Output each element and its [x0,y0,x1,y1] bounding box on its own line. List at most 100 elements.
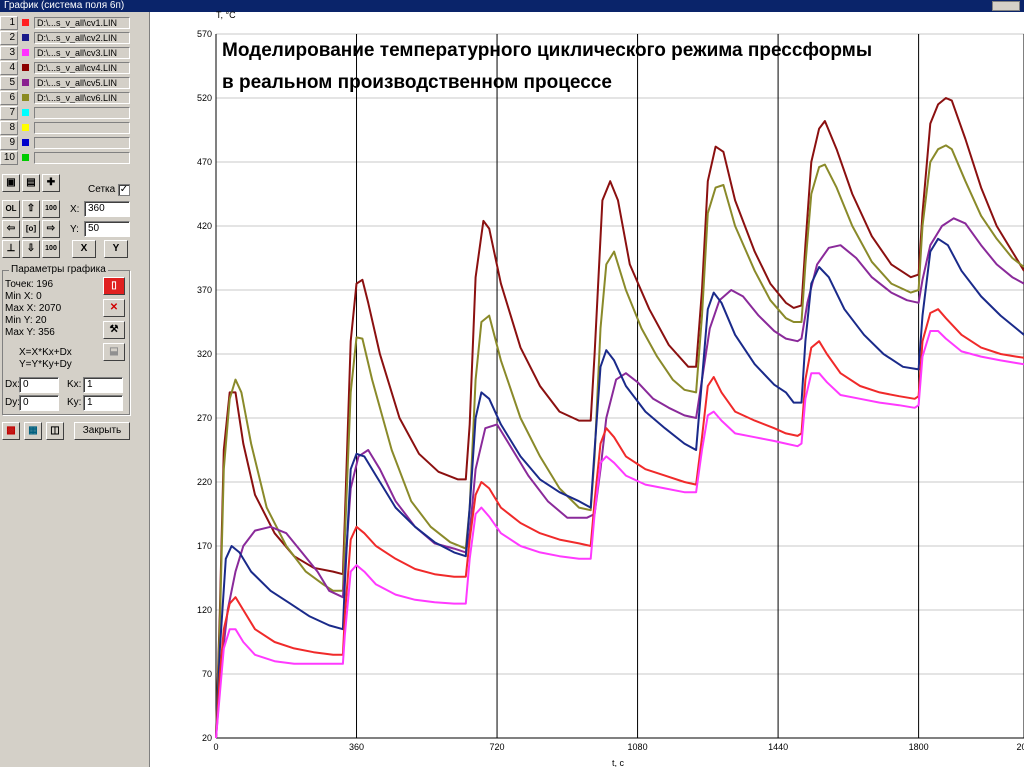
min-y: Min Y: 20 [5,315,47,326]
series-line-cv2 [215,237,1024,739]
file-row-number[interactable]: 10 [0,151,18,165]
open-icon[interactable]: ▣ [2,174,20,192]
x-axis-button[interactable]: X [72,240,96,258]
kx-label: Kx: [67,379,82,390]
series-color-swatch [22,109,29,116]
file-row-number[interactable]: 9 [0,136,18,150]
temperature-chart: 20 70 120 170 220 270 320 370 420 470 520 570 0 360 72… [197,10,1024,767]
fit-bottom-icon[interactable]: ⊥ [2,240,20,258]
save-icon[interactable]: ▤ [22,174,40,192]
ky-input[interactable]: 1 [83,395,123,411]
max-y: Max Y: 356 [5,327,55,338]
file-path [34,137,130,149]
arrow-left-icon[interactable]: ⇦ [2,220,20,238]
file-path: D:\...s_v_all\cv5.LIN [34,77,130,89]
y-tick-label: 270 [197,413,212,423]
chart-grid [216,33,1024,738]
file-row-number[interactable]: 3 [0,46,18,60]
series-color-swatch [22,19,29,26]
formula-y: Y=Y*Ky+Dy [19,359,72,370]
apply-icon[interactable]: ⬓ [103,343,125,361]
file-row[interactable]: 3 D:\...s_v_all\cv3.LIN [0,46,132,60]
y-tick-label: 570 [197,29,212,39]
y-tick-label: 520 [197,93,212,103]
max-x: Max X: 2070 [5,303,62,314]
zoom-100-button[interactable]: 100 [42,200,60,218]
y-tick-label: 470 [197,157,212,167]
file-path [34,152,130,164]
window-title-bar: График (система поля 6п) [0,0,1024,12]
series-line-cv3 [215,330,1024,739]
chart-series [215,97,1024,739]
y-tick-label: 420 [197,221,212,231]
close-button[interactable]: Закрыть [74,422,130,440]
grid-y-input[interactable]: 50 [84,221,130,237]
hammer-icon[interactable]: ⚒ [103,321,125,339]
file-row[interactable]: 4 D:\...s_v_all\cv4.LIN [0,61,132,75]
file-row[interactable]: 1 D:\...s_v_all\cv1.LIN [0,16,132,30]
arrow-right-icon[interactable]: ⇨ [42,220,60,238]
file-row[interactable]: 9 [0,136,132,150]
file-path [34,107,130,119]
x-tick-label: 360 [349,742,364,752]
center-button[interactable]: [o] [22,220,40,238]
file-path: D:\...s_v_all\cv3.LIN [34,47,130,59]
y-axis-button[interactable]: Y [104,240,128,258]
x-tick-label: 1440 [768,742,788,752]
series-color-swatch [22,124,29,131]
dx-input[interactable]: 0 [19,377,59,393]
file-row-number[interactable]: 1 [0,16,18,30]
file-row-number[interactable]: 8 [0,121,18,135]
series-color-swatch [22,79,29,86]
series-color-swatch [22,154,29,161]
y-tick-label: 320 [197,349,212,359]
file-row[interactable]: 2 D:\...s_v_all\cv2.LIN [0,31,132,45]
window-controls[interactable] [992,1,1020,11]
grid-y-label: Y: [70,224,79,235]
file-row[interactable]: 7 [0,106,132,120]
file-row-number[interactable]: 4 [0,61,18,75]
file-path: D:\...s_v_all\cv6.LIN [34,92,130,104]
y-tick-label: 220 [197,477,212,487]
copy-icon[interactable]: ◫ [46,422,64,440]
series-color-swatch [22,64,29,71]
series-line-cv6 [215,144,1024,739]
zoom-all-button[interactable]: OL [2,200,20,218]
print-icon[interactable]: ▩ [2,422,20,440]
series-color-swatch [22,34,29,41]
file-row-number[interactable]: 5 [0,76,18,90]
grid-label: Сетка [88,184,116,195]
x-tick-label: 1800 [909,742,929,752]
delete-icon[interactable]: ✕ [103,299,125,317]
zoom-100-bottom-button[interactable]: 100 [42,240,60,258]
window-title: График (система поля 6п) [4,0,125,11]
dy-input[interactable]: 0 [19,395,59,411]
grid-x-input[interactable]: 360 [84,201,130,217]
color-icon[interactable]: ▯ [103,277,125,295]
kx-input[interactable]: 1 [83,377,123,393]
x-tick-label: 1080 [628,742,648,752]
grid-x-label: X: [70,204,80,215]
file-row-number[interactable]: 6 [0,91,18,105]
arrow-up-icon[interactable]: ⇧ [22,200,40,218]
export-icon[interactable]: ▦ [24,422,42,440]
x-tick-label: 0 [213,742,218,752]
file-row-number[interactable]: 2 [0,31,18,45]
file-row[interactable]: 5 D:\...s_v_all\cv5.LIN [0,76,132,90]
ky-label: Ky: [67,397,82,408]
y-axis-label: T, °C [216,10,236,20]
file-row[interactable]: 8 [0,121,132,135]
y-tick-label: 120 [197,605,212,615]
file-row[interactable]: 10 [0,151,132,165]
file-path: D:\...s_v_all\cv4.LIN [34,62,130,74]
x-tick-label: 207 [1016,742,1024,752]
grid-checkbox[interactable]: ✓ [118,184,130,196]
x-tick-label: 720 [490,742,505,752]
arrow-down-icon[interactable]: ⇩ [22,240,40,258]
file-row[interactable]: 6 D:\...s_v_all\cv6.LIN [0,91,132,105]
x-axis-label: t, c [612,758,625,767]
file-row-number[interactable]: 7 [0,106,18,120]
y-tick-label: 70 [202,669,212,679]
chart-axes: 20 70 120 170 220 270 320 370 420 470 520 570 0 360 72… [197,29,1024,752]
add-file-icon[interactable]: ✚ [42,174,60,192]
